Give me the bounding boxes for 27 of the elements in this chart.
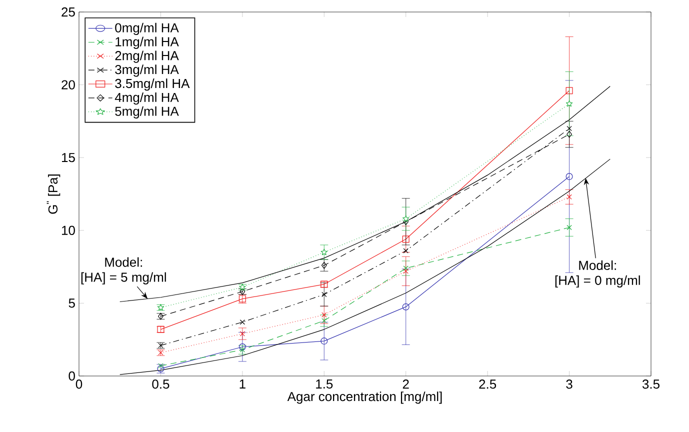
legend-label: 0mg/ml HA [115,22,179,35]
y-tick-label: 20 [62,80,75,90]
legend-label: 1mg/ml HA [116,36,179,49]
x-tick-label: 1 [240,380,246,388]
x-axis-title: Agar concentration [mg/ml] [287,392,442,404]
legend-label: 3mg/ml HA [115,64,179,77]
legend-label: 3.5mg/ml HA [115,78,190,91]
x-tick-label: 0 [76,380,82,389]
x-tick-label: 3.5 [642,380,660,389]
legend-label: 5mg/ml HA [115,106,179,118]
x-tick-label: 1.5 [316,380,333,389]
y-tick-label: 15 [62,153,75,162]
annotation: [HA] = 5 mg/ml [81,272,166,284]
annotation: [HA] = 0 mg/ml [555,275,640,288]
x-tick-label: 2.5 [479,380,496,389]
legend-label: 2mg/ml HA [115,50,179,63]
x-tick-label: 2 [402,380,409,389]
y-tick-label: 0 [68,371,75,381]
legend-label: 4mg/ml HA [114,92,179,105]
x-tick-label: 0.5 [152,380,170,389]
annotation: Model: [105,257,142,267]
annotation: Model: [579,260,616,270]
y-tick-label: 10 [62,226,75,235]
y-tick-label: 5 [68,298,75,308]
y-tick-label: 25 [62,7,75,17]
x-tick-label: 3 [566,380,572,389]
y-axis-title: G$^{''}$ [Pa] [46,174,60,214]
